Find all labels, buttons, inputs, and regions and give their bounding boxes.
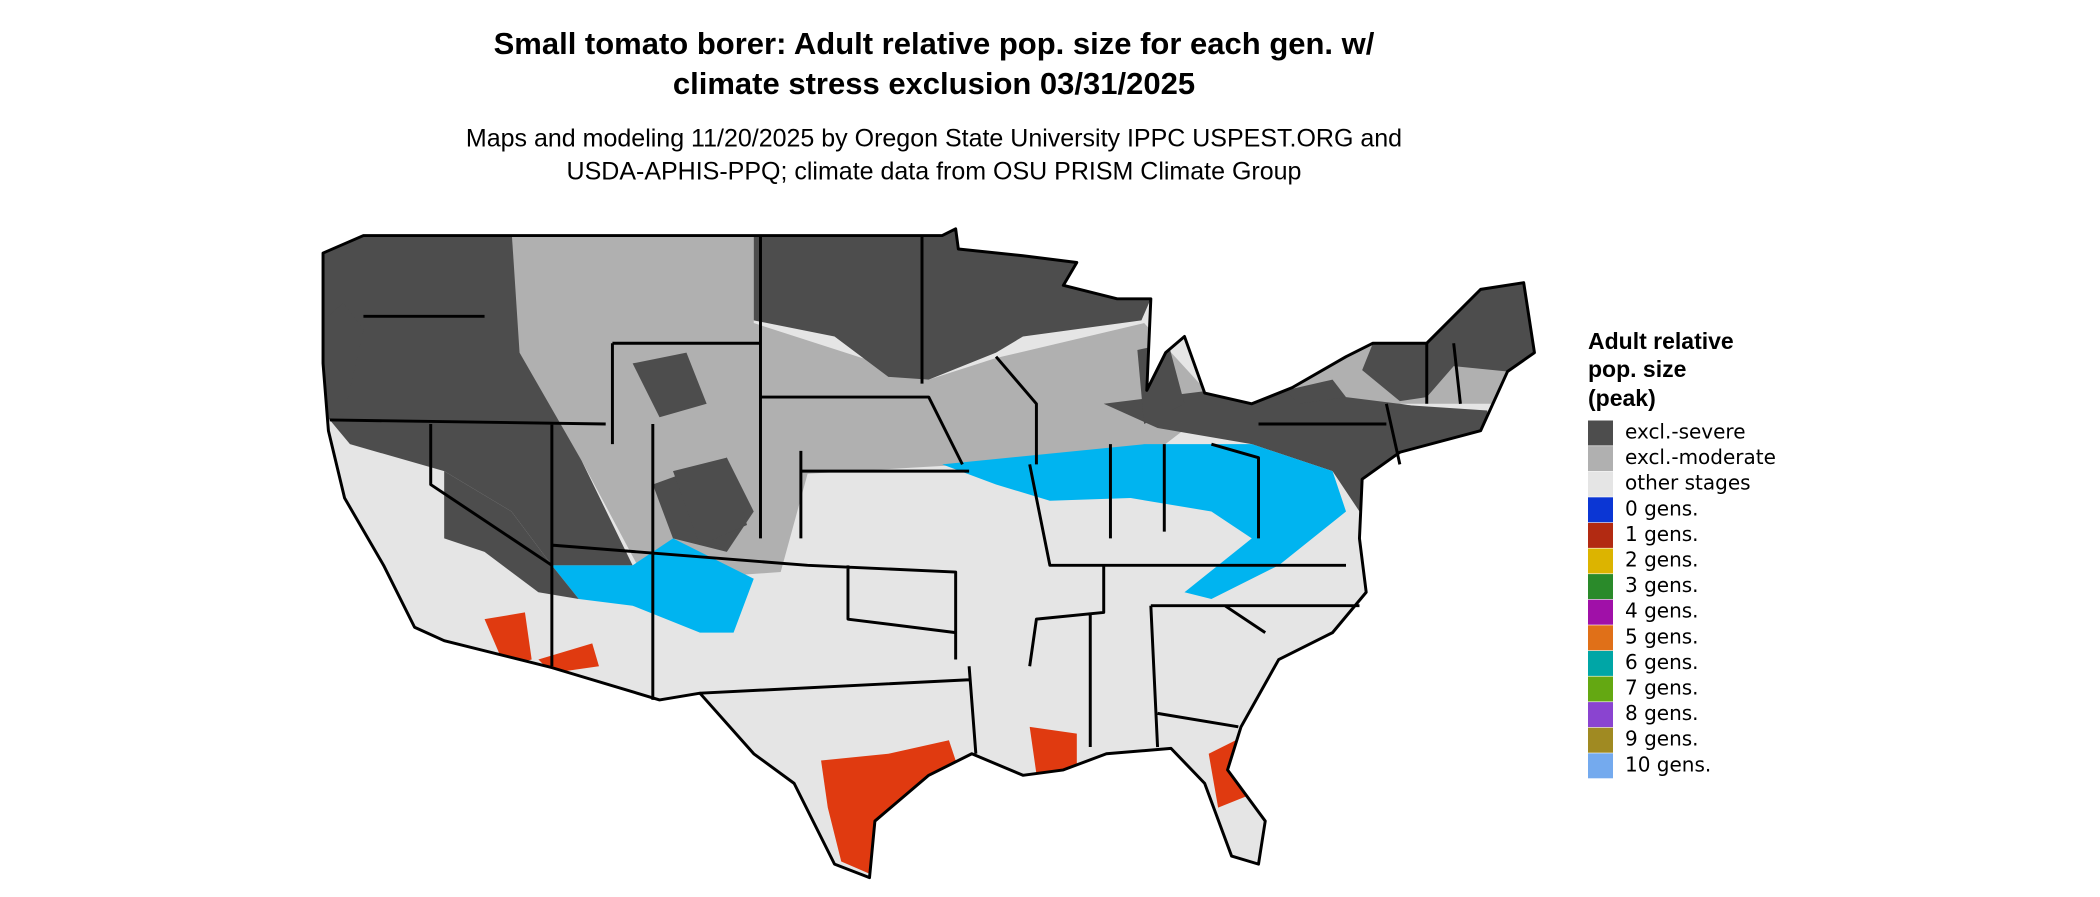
- legend-swatch: [1588, 702, 1613, 728]
- legend-swatch: [1588, 471, 1613, 497]
- subtitle: Maps and modeling 11/20/2025 by Oregon S…: [466, 125, 1402, 153]
- legend-swatch: [1588, 753, 1613, 779]
- legend-swatch: [1588, 650, 1613, 676]
- legend-swatch: [1588, 599, 1613, 625]
- legend-title: Adult relative: [1588, 328, 1734, 354]
- legend-swatch: [1588, 446, 1613, 472]
- legend-label: other stages: [1625, 471, 1751, 495]
- state-borders: [321, 227, 1536, 880]
- map-region: [1362, 282, 1535, 402]
- map-region: [673, 457, 748, 546]
- legend-label: 4 gens.: [1625, 599, 1699, 623]
- title: climate stress exclusion 03/31/2025: [673, 66, 1195, 101]
- subtitle: USDA-APHIS-PPQ; climate data from OSU PR…: [567, 158, 1302, 186]
- legend-swatch: [1588, 548, 1613, 574]
- map-region: [942, 444, 1346, 599]
- legend: Adult relative pop. size (peak) excl.-se…: [1588, 328, 1776, 779]
- legend-swatch: [1588, 676, 1613, 702]
- legend-label: 10 gens.: [1625, 752, 1711, 776]
- legend-swatch: [1588, 420, 1613, 446]
- legend-swatch: [1588, 522, 1613, 548]
- legend-swatch: [1588, 727, 1613, 753]
- legend-swatch: [1588, 625, 1613, 651]
- map-region: [323, 302, 364, 418]
- legend-label: 8 gens.: [1625, 701, 1699, 725]
- map-region: [1285, 379, 1346, 404]
- map-region: [1029, 726, 1077, 774]
- legend-label: 0 gens.: [1625, 496, 1699, 520]
- map-region: [753, 228, 1151, 380]
- legend-title: pop. size: [1588, 356, 1686, 382]
- legend-label: 3 gens.: [1625, 573, 1699, 597]
- map-region: [821, 740, 956, 875]
- legend-title: (peak): [1588, 385, 1656, 411]
- map-region: [1386, 403, 1488, 458]
- legend-label: 1 gens.: [1625, 522, 1699, 546]
- legend-label: 5 gens.: [1625, 624, 1699, 648]
- legend-label: 6 gens.: [1625, 650, 1699, 674]
- legend-label: excl.-moderate: [1625, 445, 1776, 469]
- legend-label: 7 gens.: [1625, 676, 1699, 700]
- legend-swatch: [1588, 574, 1613, 600]
- legend-label: excl.-severe: [1625, 420, 1746, 444]
- legend-label: 9 gens.: [1625, 727, 1699, 751]
- map: [321, 227, 1536, 880]
- legend-label: 2 gens.: [1625, 548, 1699, 572]
- title: Small tomato borer: Adult relative pop. …: [494, 26, 1375, 61]
- map-region: [632, 352, 707, 418]
- map-region: [538, 643, 599, 673]
- map-region: [484, 612, 532, 667]
- legend-swatch: [1588, 497, 1613, 523]
- map-region: [444, 471, 579, 599]
